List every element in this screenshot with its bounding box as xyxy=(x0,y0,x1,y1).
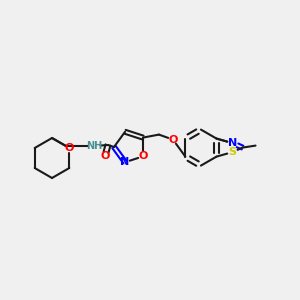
Text: O: O xyxy=(100,151,110,161)
Text: N: N xyxy=(120,157,130,167)
Text: O: O xyxy=(168,135,178,145)
Text: O: O xyxy=(138,152,148,161)
Text: NH: NH xyxy=(86,141,102,151)
Text: O: O xyxy=(64,143,74,153)
Text: S: S xyxy=(229,147,236,157)
Text: N: N xyxy=(228,138,237,148)
